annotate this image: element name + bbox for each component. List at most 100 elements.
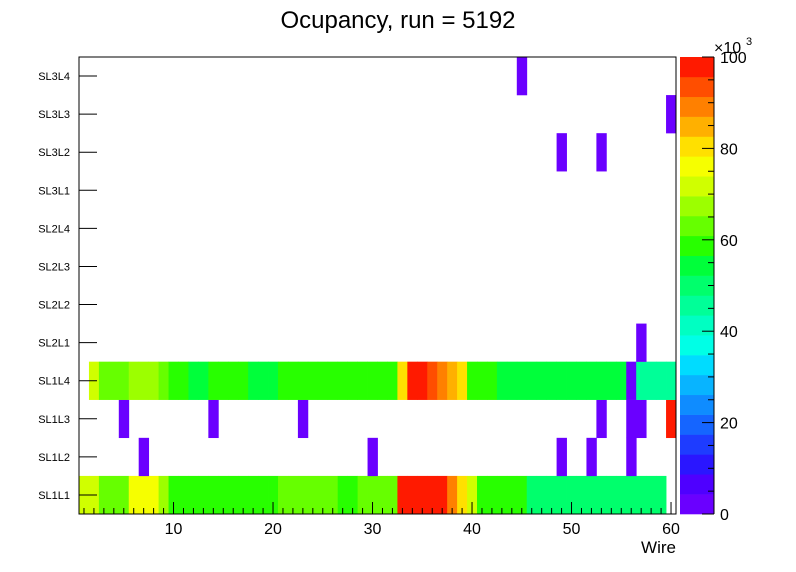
heatmap-cell: [666, 361, 677, 400]
heatmap-cell: [477, 475, 488, 515]
y-tick-label: SL1L4: [38, 376, 70, 388]
heatmap-cell: [218, 361, 229, 400]
heatmap-cell: [397, 361, 408, 400]
heatmap-cell: [516, 361, 528, 400]
heatmap-cell: [556, 475, 567, 515]
heatmap-cell: [596, 133, 607, 172]
heatmap-cell: [556, 361, 567, 400]
heatmap-cell: [546, 361, 557, 400]
z-tick-label: 0: [720, 507, 729, 524]
heatmap-cell: [208, 361, 219, 400]
z-exponent-label: ×10: [714, 40, 741, 57]
z-tick-label: 80: [720, 141, 738, 158]
heatmap-cell: [417, 475, 428, 515]
axes: 10 20 30 40 50 60 SL1L1 SL1L2 SL1L3 SL1L4 SL2L1 SL2…: [38, 56, 680, 538]
heatmap-cell: [367, 437, 378, 477]
palette-swatch: [680, 315, 714, 336]
heatmap-cell: [377, 361, 388, 400]
heatmap-cell: [427, 475, 438, 515]
heatmap-cell: [646, 475, 657, 515]
heatmap-cell: [546, 475, 557, 515]
heatmap-cell: [278, 361, 289, 400]
x-axis-label: Wire: [641, 538, 676, 557]
y-tick-label: SL3L2: [38, 147, 70, 159]
heatmap-cell: [218, 475, 229, 515]
heatmap-cell: [586, 361, 597, 400]
heatmap-cell: [646, 361, 657, 400]
z-exponent-power: 3: [746, 36, 752, 48]
heatmap-cell: [347, 361, 358, 400]
heatmap-cell: [317, 475, 329, 515]
heatmap-cell: [427, 361, 438, 400]
heatmap-cell: [586, 437, 597, 477]
heatmap-cell: [377, 475, 388, 515]
heatmap-cell: [248, 475, 259, 515]
palette-swatch: [680, 136, 714, 157]
heatmap-cell: [208, 399, 219, 439]
heatmap-cell: [457, 475, 468, 515]
heatmap-cell: [566, 361, 577, 400]
heatmap-cell: [148, 361, 159, 400]
heatmap-cell: [158, 475, 169, 515]
heatmap-cell: [327, 475, 339, 515]
x-tick-label: 60: [662, 521, 680, 538]
heatmap-cell: [616, 475, 627, 515]
heatmap-cell: [188, 475, 199, 515]
heatmap-cell: [496, 361, 508, 400]
heatmap-cell: [297, 475, 309, 515]
heatmap-cell: [616, 361, 627, 400]
heatmap-cell: [158, 361, 169, 400]
heatmap-cell: [297, 399, 309, 439]
heatmap-cell: [198, 361, 209, 400]
heatmap-cell: [128, 361, 140, 400]
palette-swatch: [680, 76, 714, 98]
heatmap-cell: [327, 361, 339, 400]
heatmap-cell: [626, 475, 637, 515]
heatmap-cell: [138, 361, 150, 400]
heatmap-cell: [536, 361, 548, 400]
heatmap-cell: [307, 475, 319, 515]
palette-swatch: [680, 434, 714, 455]
heatmap-cell: [656, 475, 667, 515]
palette-swatch: [680, 235, 714, 256]
heatmap-cell: [626, 361, 637, 400]
heatmap-cell: [467, 475, 478, 515]
heatmap-cell: [387, 361, 398, 400]
heatmap-cell: [138, 475, 150, 515]
x-tick-label: 10: [165, 521, 183, 538]
heatmap-cell: [367, 475, 378, 515]
heatmap-cell: [566, 475, 577, 515]
palette-swatch: [680, 96, 714, 117]
palette-swatch: [680, 275, 714, 296]
heatmap-cell: [297, 361, 309, 400]
heatmap-cell: [208, 475, 219, 515]
heatmap-cell: [486, 361, 498, 400]
heatmap-cell: [138, 437, 150, 477]
plot-frame: [78, 56, 677, 515]
heatmap-cell: [118, 475, 130, 515]
palette-swatch: [680, 474, 714, 495]
heatmap-cell: [268, 475, 279, 515]
heatmap-cell: [228, 361, 239, 400]
heatmap-cell: [238, 475, 249, 515]
y-tick-label: SL1L1: [38, 490, 70, 502]
heatmap-cell: [128, 475, 140, 515]
y-tick-label: SL2L4: [38, 223, 70, 235]
heatmap-cell: [148, 475, 159, 515]
y-tick-label: SL3L1: [38, 185, 70, 197]
heatmap-cell: [536, 475, 548, 515]
heatmap-cell: [337, 475, 349, 515]
heatmap-cell: [636, 399, 647, 439]
heatmap-cell: [407, 361, 418, 400]
palette-swatch: [680, 454, 714, 475]
heatmap-cell: [447, 475, 458, 515]
heatmap-cell: [506, 361, 518, 400]
z-tick-label: 100: [720, 50, 747, 67]
palette-swatch: [680, 156, 714, 177]
heatmap-cell: [287, 475, 299, 515]
heatmap-cell: [118, 361, 130, 400]
heatmap-cell: [666, 95, 677, 134]
heatmap-cell: [258, 475, 269, 515]
heatmap-cell: [596, 399, 607, 439]
heatmap-cell: [347, 475, 358, 515]
